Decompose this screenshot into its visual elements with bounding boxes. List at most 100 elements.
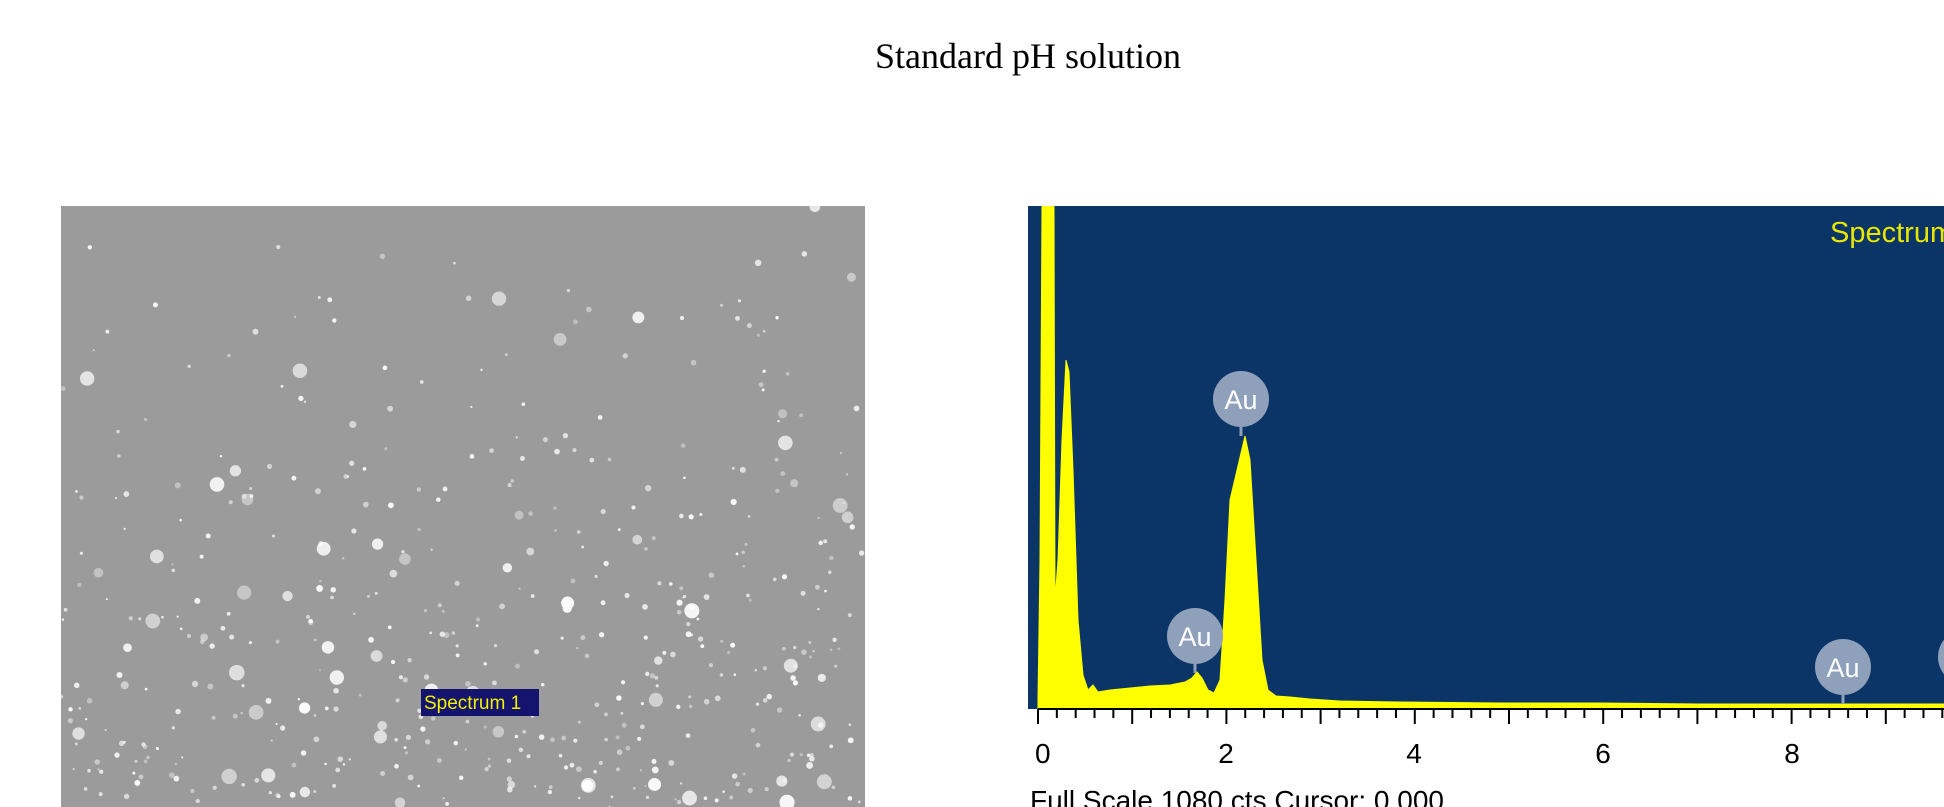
speckle [834, 664, 838, 668]
speckle [506, 758, 512, 763]
speckle [824, 589, 827, 593]
speckle [688, 514, 694, 520]
speckle [762, 666, 768, 671]
speckle [604, 712, 608, 717]
speckle [625, 745, 631, 751]
speckle [808, 640, 812, 644]
speckle [63, 607, 68, 612]
speckle [817, 673, 826, 682]
speckle [493, 644, 498, 648]
speckle [475, 624, 479, 628]
speckle [754, 668, 758, 672]
speckle [367, 594, 371, 598]
speckle [674, 798, 677, 801]
speckle [541, 682, 545, 687]
speckle [394, 797, 406, 807]
speckle [657, 581, 662, 586]
speckle [209, 477, 225, 492]
speckle [600, 600, 606, 606]
speckle [616, 767, 620, 772]
speckle [755, 702, 760, 706]
speckle [146, 755, 150, 760]
speckle [332, 318, 337, 323]
speckle [670, 651, 676, 658]
speckle [817, 607, 820, 611]
speckle [384, 447, 388, 451]
speckle [120, 681, 129, 690]
speckle [439, 631, 446, 637]
speckle [696, 617, 700, 621]
speckle [578, 796, 581, 800]
speckle [621, 722, 627, 728]
speckle [685, 733, 691, 738]
speckle [554, 448, 560, 455]
figure-title: Standard pH solution [875, 36, 1181, 76]
x-axis-ticks [1037, 709, 1944, 724]
speckle [330, 595, 334, 600]
x-tick-label: 8 [1784, 738, 1800, 769]
speckle [93, 567, 104, 578]
speckle [141, 742, 146, 747]
speckle [573, 738, 578, 743]
speckle [318, 541, 324, 547]
speckle [800, 590, 806, 596]
speckle [132, 771, 136, 775]
speckle [554, 529, 557, 532]
speckle [83, 787, 88, 791]
speckle [739, 466, 746, 473]
speckle [207, 683, 214, 690]
speckle [577, 720, 581, 724]
speckle [823, 539, 828, 544]
speckle [416, 487, 422, 492]
speckle [313, 790, 317, 793]
speckle [507, 483, 512, 488]
speckle [569, 762, 575, 768]
speckle [293, 315, 297, 319]
speckle [465, 681, 471, 687]
speckle [801, 251, 808, 257]
speckle [143, 759, 148, 764]
speckle [186, 634, 191, 639]
spectrum-name: Spectrum 1 [1830, 217, 1944, 249]
speckle [719, 303, 724, 307]
speckle [464, 748, 467, 751]
speckle [720, 639, 724, 643]
speckle [404, 751, 409, 755]
speckle [594, 574, 598, 578]
speckle [346, 475, 350, 478]
speckle [857, 800, 861, 804]
speckle [684, 603, 700, 619]
speckle [171, 726, 175, 730]
speckle [275, 722, 278, 726]
speckle [268, 790, 272, 795]
speckle [79, 371, 95, 386]
speckle [697, 636, 704, 642]
speckle [798, 713, 801, 717]
speckle [514, 510, 524, 520]
speckle [654, 656, 663, 665]
speckle [105, 329, 110, 334]
speckle [343, 474, 349, 479]
speckle [522, 729, 527, 734]
speckle [150, 549, 164, 564]
speckle [642, 604, 648, 610]
speckle [475, 617, 481, 622]
speckle [645, 795, 650, 800]
speckle [270, 739, 273, 742]
speckle [442, 797, 445, 800]
speckle [733, 673, 737, 676]
speckle [362, 501, 369, 508]
speckle [181, 756, 184, 759]
speckle [289, 791, 296, 798]
speckle [388, 502, 394, 509]
speckle [758, 382, 764, 388]
speckle [750, 728, 756, 733]
speckle [319, 669, 322, 672]
speckle [761, 388, 765, 392]
speckle [682, 790, 697, 806]
speckle [576, 766, 582, 773]
speckle [762, 698, 768, 703]
speckle [351, 528, 357, 534]
micrograph: Spectrum 1 [61, 206, 865, 807]
speckle [526, 754, 531, 759]
